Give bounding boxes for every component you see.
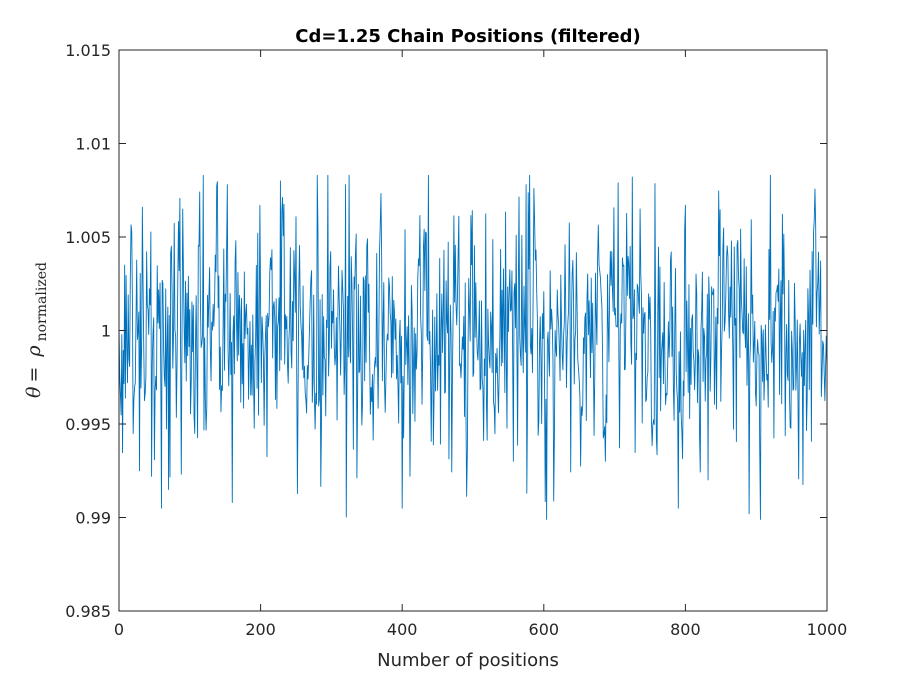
y-tick-label: 1.01 (75, 135, 111, 154)
y-label-subscript: normalized (34, 262, 50, 341)
x-tick-label: 600 (529, 620, 560, 639)
y-tick-label: 1 (101, 322, 111, 341)
y-tick-label: 0.995 (65, 415, 111, 434)
x-tick-label: 0 (114, 620, 124, 639)
x-axis: 0 200 400 600 800 1000 (114, 50, 847, 639)
data-layer (118, 174, 828, 520)
y-label-equals: = (23, 367, 45, 383)
y-label-rho: ρ (23, 345, 45, 358)
y-tick-label: 1.015 (65, 41, 111, 60)
x-tick-label: 400 (387, 620, 418, 639)
series-line (118, 174, 828, 520)
y-axis-label: θ = ρ normalized (23, 262, 50, 398)
x-tick-label: 1000 (807, 620, 848, 639)
x-axis-label: Number of positions (377, 650, 559, 671)
y-axis: 0.985 0.99 0.995 1 1.005 1.01 1.015 (65, 41, 827, 621)
x-tick-label: 800 (670, 620, 701, 639)
chart-title: Cd=1.25 Chain Positions (filtered) (295, 26, 640, 47)
y-tick-label: 0.985 (65, 602, 111, 621)
x-tick-label: 200 (245, 620, 276, 639)
y-tick-label: 1.005 (65, 228, 111, 247)
y-label-theta: θ (23, 386, 45, 398)
y-tick-label: 0.99 (75, 509, 111, 528)
